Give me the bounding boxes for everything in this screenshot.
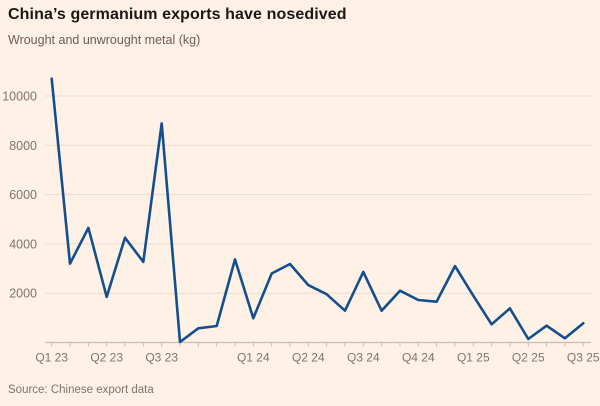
x-axis-label: Q1 23 — [35, 351, 68, 365]
exports-series-line — [50, 77, 585, 344]
x-axis-label: Q2 25 — [512, 351, 545, 365]
chart-subtitle: Wrought and unwrought metal (kg) — [8, 33, 201, 47]
x-axis-label: Q3 24 — [347, 351, 380, 365]
source-note: Source: Chinese export data — [8, 384, 154, 396]
x-axis-label: Q2 24 — [292, 351, 325, 365]
y-axis-label: 8000 — [9, 139, 37, 153]
y-axis-label: 10000 — [2, 90, 37, 104]
x-axis-label: Q3 23 — [145, 351, 178, 365]
x-axis-label: Q1 25 — [457, 351, 490, 365]
y-axis-label: 6000 — [9, 188, 37, 202]
x-axis-label: Q1 24 — [237, 351, 270, 365]
y-axis-label: 2000 — [9, 287, 37, 301]
x-axis-label: Q3 25 — [567, 351, 600, 365]
x-axis-label: Q4 24 — [402, 351, 435, 365]
chart-title: China’s germanium exports have nosedived — [8, 6, 347, 23]
x-axis-label: Q2 23 — [90, 351, 123, 365]
y-axis-label: 4000 — [9, 237, 37, 251]
